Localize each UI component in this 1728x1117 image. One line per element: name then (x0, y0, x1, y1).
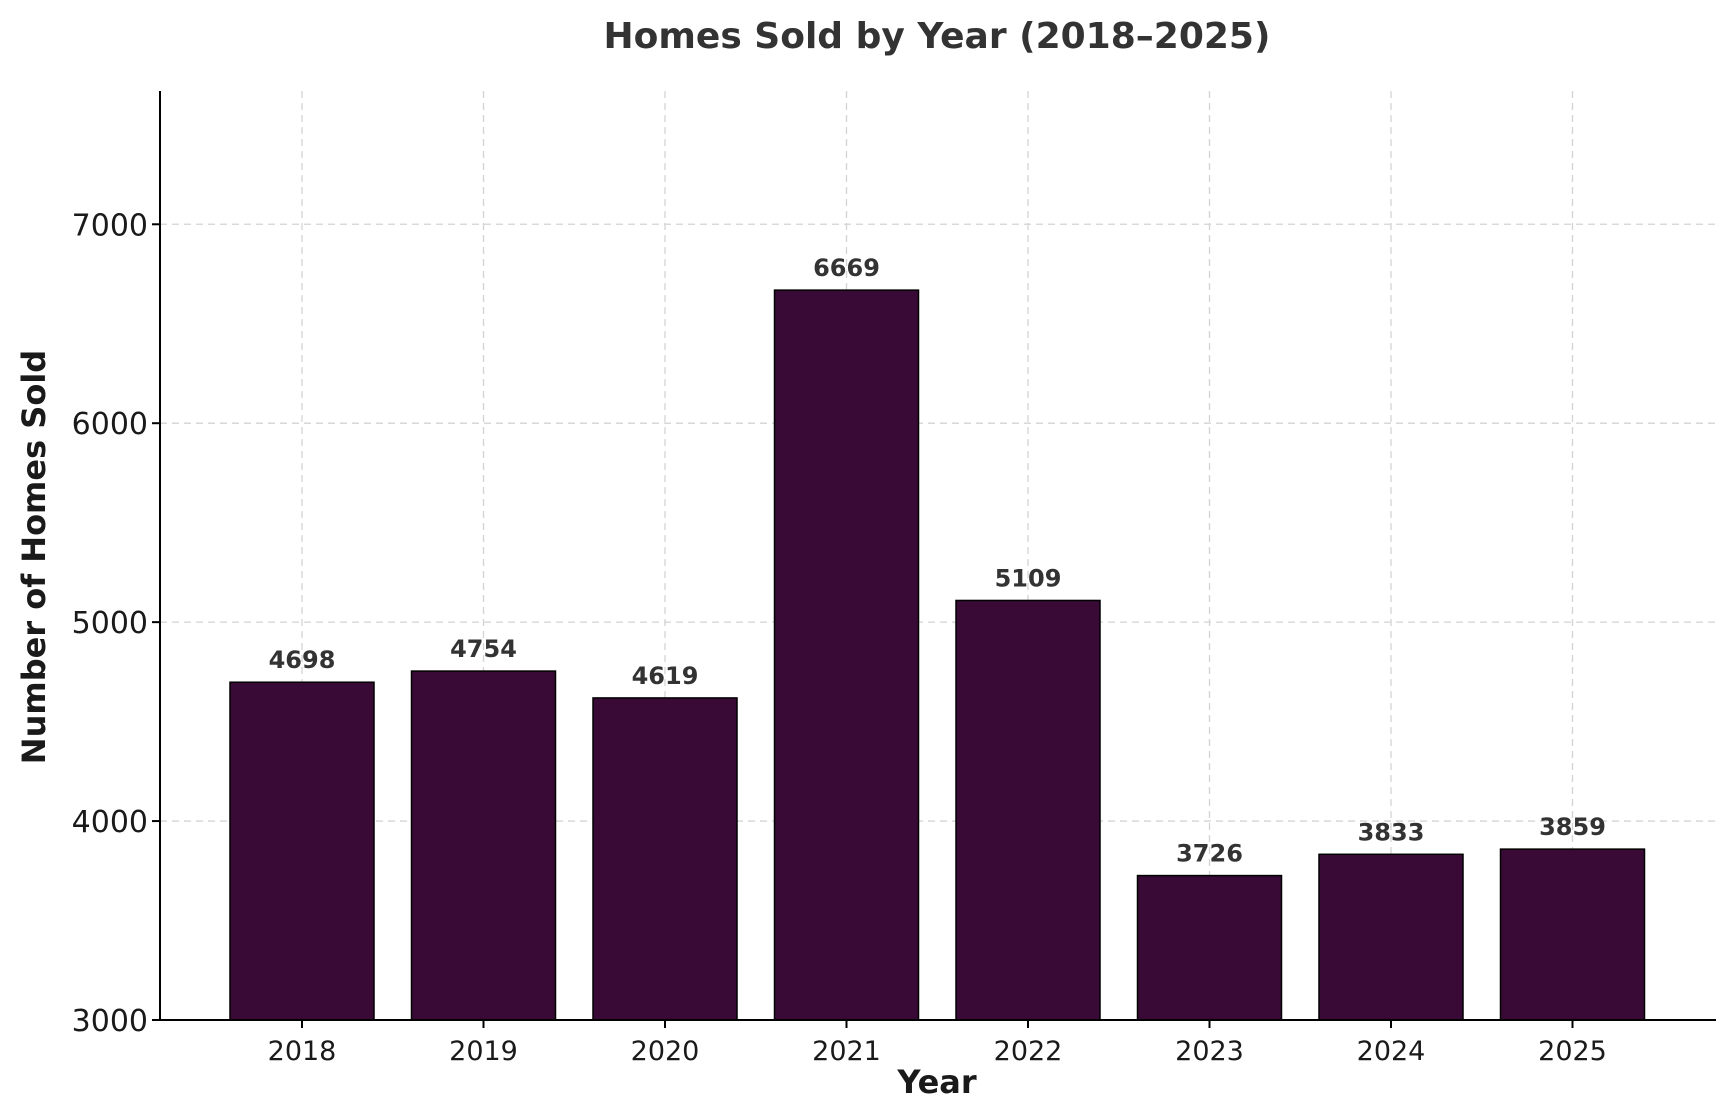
y-tick-label: 6000 (72, 407, 148, 442)
y-tick-label: 4000 (72, 805, 148, 840)
bar-2021 (773, 289, 920, 1021)
data-label-2020: 4619 (632, 662, 699, 690)
y-tick-label: 5000 (72, 606, 148, 641)
bar-2020 (592, 697, 738, 1021)
y-axis-label: Number of Homes Sold (15, 350, 53, 764)
x-tick-label-2024: 2024 (1357, 1036, 1426, 1067)
data-label-2022: 5109 (995, 564, 1062, 592)
x-tick-label-2020: 2020 (631, 1036, 700, 1067)
bar-2022 (955, 599, 1101, 1021)
chart-title: Homes Sold by Year (2018–2025) (604, 16, 1271, 57)
bar-2024 (1318, 853, 1464, 1021)
y-tick-label: 3000 (72, 1004, 148, 1039)
x-ticks-layer: 2018 2019 2020 2021 2022 2023 2024 2025 (268, 1020, 1607, 1067)
y-tick-label: 7000 (72, 208, 148, 243)
data-label-2025: 3859 (1539, 813, 1606, 841)
data-label-2023: 3726 (1176, 840, 1243, 868)
x-tick-label-2019: 2019 (449, 1036, 518, 1067)
data-label-2018: 4698 (269, 646, 336, 674)
x-tick-label-2025: 2025 (1538, 1036, 1607, 1067)
x-axis-label: Year (896, 1063, 977, 1101)
data-labels-layer: 4698 4754 4619 6669 5109 3726 3833 3859 (269, 254, 1606, 867)
x-tick-label-2022: 2022 (994, 1036, 1063, 1067)
bar-2019 (410, 670, 557, 1021)
grid-layer (160, 91, 1716, 1020)
x-tick-label-2018: 2018 (268, 1036, 337, 1067)
data-label-2019: 4754 (450, 635, 517, 663)
bar-2018 (229, 681, 375, 1021)
y-ticks-layer: 3000 4000 5000 6000 7000 (72, 208, 160, 1039)
data-label-2021: 6669 (813, 254, 880, 282)
data-label-2024: 3833 (1358, 818, 1425, 846)
x-tick-label-2021: 2021 (812, 1036, 881, 1067)
x-tick-label-2023: 2023 (1175, 1036, 1244, 1067)
bar-2025 (1499, 848, 1646, 1021)
bars-layer (229, 289, 1646, 1021)
bar-2023 (1136, 874, 1283, 1021)
